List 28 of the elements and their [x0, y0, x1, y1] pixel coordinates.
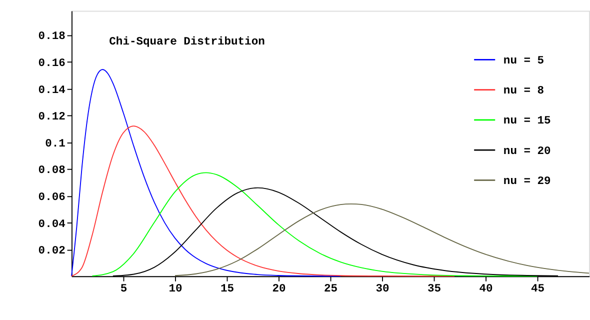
legend-label: nu = 15 [503, 116, 552, 128]
y-tick-label: 0.1 [45, 138, 66, 150]
y-tick-label: 0.18 [38, 31, 66, 44]
line-series [71, 69, 342, 277]
x-tick-label: 5 [120, 284, 128, 296]
text: Chi-Square Distribution [109, 36, 266, 49]
y-tick-label: 0.14 [38, 84, 66, 97]
x-tick-label: 20 [272, 284, 286, 296]
line-series [71, 126, 455, 277]
y-tick-label: 0.02 [38, 246, 66, 258]
legend-label: nu = 29 [503, 176, 552, 188]
x-tick-label: 15 [220, 284, 234, 296]
y-tick-label: 0.04 [38, 218, 66, 231]
x-tick-label: 10 [168, 284, 182, 296]
line-series [92, 172, 538, 277]
x-tick-label: 30 [376, 284, 390, 296]
y-tick-label: 0.08 [38, 165, 66, 178]
legend-label: nu = 5 [503, 55, 544, 68]
x-tick-label: 45 [531, 284, 545, 296]
legend-label: nu = 8 [503, 86, 544, 98]
y-tick-label: 0.16 [38, 58, 66, 70]
x-tick-label: 40 [479, 284, 494, 296]
line-series [174, 203, 590, 276]
y-tick-label: 0.12 [38, 112, 66, 124]
legend-label: nu = 20 [503, 146, 552, 158]
y-tick-label: 0.06 [38, 192, 66, 204]
x-tick-label: 35 [427, 284, 442, 296]
x-tick-label: 25 [324, 284, 338, 296]
